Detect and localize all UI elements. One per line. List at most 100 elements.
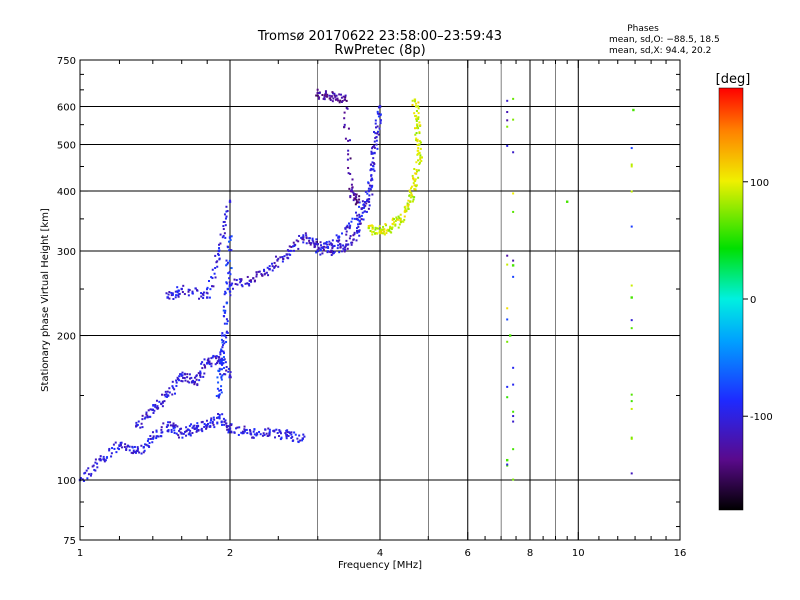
interference-point-0-4 — [506, 111, 509, 114]
echo-point-6-2-19 — [399, 219, 402, 222]
echo-point-4-4-8 — [305, 234, 308, 237]
echo-point-0-7-15 — [201, 430, 204, 433]
echo-point-1-1-17 — [160, 393, 163, 396]
echo-point-0-3-14 — [146, 439, 149, 442]
echo-point-2-4 — [228, 236, 232, 239]
echo-point-4-7-8 — [350, 243, 353, 246]
interference-point-0-5 — [506, 396, 509, 399]
interference-point-1-12 — [512, 275, 515, 278]
echo-point-0-11-12 — [261, 434, 264, 437]
echo-point-1-3-19 — [192, 379, 195, 382]
echo-point-2-3-17 — [226, 245, 229, 248]
echo-point-7-0-11 — [324, 93, 327, 96]
echo-point-2-1-21 — [221, 332, 224, 335]
echo-point-4-7-15 — [352, 238, 355, 241]
echo-point-4-0-21 — [250, 280, 253, 283]
echo-point-0-1-19 — [114, 441, 117, 444]
echo-point-7-2-5 — [343, 123, 346, 126]
echo-point-6-7-16 — [417, 101, 420, 104]
interference-point-1-1 — [512, 97, 515, 100]
echo-point-6-6-20 — [419, 124, 422, 127]
echo-point-0-10-17 — [242, 431, 245, 434]
echo-point-7-2-20 — [350, 183, 353, 186]
echo-point-1-4-11 — [202, 375, 205, 378]
echo-point-1-5-15 — [212, 354, 215, 357]
echo-point-7-0-4 — [318, 96, 321, 99]
echo-point-4-1-9 — [255, 271, 258, 274]
echo-point-6-6-12 — [415, 139, 418, 142]
echo-point-3-3-15 — [225, 215, 228, 218]
echo-point-2-3-21 — [230, 235, 233, 238]
echo-point-3-2-7 — [212, 285, 215, 288]
echo-point-4-0-14 — [241, 285, 244, 288]
echo-point-6-6-13 — [415, 137, 418, 140]
echo-point-4-5-15 — [326, 250, 329, 253]
echo-point-4-6-0 — [329, 251, 332, 254]
echo-point-0-11-5 — [251, 436, 254, 439]
echo-point-4-5-3 — [320, 246, 323, 249]
echo-point-1-2-1 — [168, 391, 171, 394]
echo-point-5-2-4 — [356, 214, 359, 217]
echo-point-0-4-5 — [155, 430, 158, 433]
echo-point-1-7 — [228, 374, 232, 377]
echo-point-1-3-4 — [181, 371, 184, 374]
echo-point-0-14 — [301, 437, 305, 440]
echo-point-1-5-18 — [218, 362, 221, 365]
echo-point-0-7-12 — [197, 429, 200, 432]
echo-point-0-3-4 — [138, 451, 141, 454]
echo-point-3-1-5 — [187, 294, 190, 297]
echo-point-0-13-16 — [299, 439, 302, 442]
echo-point-3-2-18 — [214, 254, 217, 257]
echo-point-4-0-0 — [231, 287, 234, 290]
echo-point-0-0-6 — [86, 477, 89, 480]
echo-point-0-8-7 — [208, 425, 211, 428]
echo-point-1-6-14 — [223, 373, 226, 376]
echo-point-6-0-10 — [374, 228, 377, 231]
echo-point-3-3-16 — [224, 217, 227, 220]
echo-point-4-1-8 — [254, 279, 257, 282]
echo-point-5-4 — [373, 151, 376, 155]
echo-point-0-3-19 — [151, 441, 154, 444]
echo-point-0-13-9 — [290, 431, 293, 434]
echo-point-2-0-21 — [223, 366, 226, 369]
echo-point-6-4-10 — [408, 189, 411, 192]
echo-point-4-3-20 — [302, 234, 305, 237]
echo-point-0-9-14 — [224, 419, 227, 422]
echo-point-6-7-7 — [415, 117, 418, 120]
echo-point-4-1-14 — [261, 274, 264, 277]
echo-point-1-0-20 — [152, 411, 155, 414]
echo-point-6-7-11 — [417, 107, 420, 110]
echo-point-4-6-16 — [338, 251, 341, 254]
echo-point-2-0-5 — [220, 385, 223, 388]
echo-point-0-6-18 — [188, 424, 191, 427]
echo-point-4-1-16 — [263, 269, 266, 272]
echo-point-1-6-3 — [216, 360, 219, 363]
echo-point-0-1-6 — [104, 459, 107, 462]
echo-point-4-5-1 — [314, 243, 317, 246]
echo-point-0-4-15 — [160, 426, 163, 429]
echo-point-2-1-0 — [221, 362, 224, 365]
echo-point-6-2-9 — [391, 218, 394, 221]
echo-point-1-2-11 — [171, 380, 174, 383]
echo-point-0-9-7 — [221, 423, 224, 426]
echo-point-4-4-10 — [310, 242, 313, 245]
echo-point-3-1-2 — [181, 291, 184, 294]
echo-point-0-7-5 — [196, 422, 199, 425]
echo-point-0-10-10 — [237, 433, 240, 436]
echo-point-0-0-0 — [79, 477, 82, 480]
echo-point-4-6-7 — [337, 244, 340, 247]
echo-point-0-12-6 — [274, 436, 277, 439]
echo-point-7-3-10 — [355, 193, 358, 196]
echo-point-3-1-20 — [202, 291, 205, 294]
echo-point-4-3-14 — [293, 244, 296, 247]
echo-point-4-2-7 — [271, 265, 274, 268]
echo-point-2-1-1 — [220, 360, 223, 363]
echo-point-1-1-14 — [161, 401, 164, 404]
echo-point-2-3-7 — [229, 273, 232, 276]
echo-point-4-9-21 — [376, 112, 379, 115]
echo-point-6-5-2 — [414, 178, 417, 181]
echo-point-0-8-8 — [212, 423, 215, 426]
echo-point-5-3-2 — [370, 184, 373, 187]
echo-point-1-1-0 — [153, 409, 156, 412]
echo-point-4-8-7 — [362, 218, 365, 221]
